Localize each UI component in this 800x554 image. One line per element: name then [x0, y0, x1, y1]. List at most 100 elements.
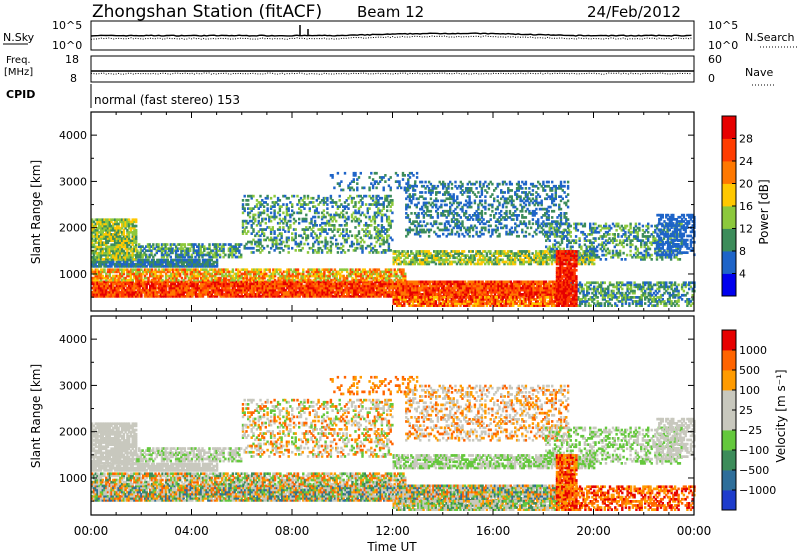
power-cell	[237, 268, 240, 272]
power-cell	[150, 282, 154, 286]
power-cell	[398, 282, 402, 286]
power-cell	[92, 258, 96, 261]
power-cell	[277, 293, 280, 296]
power-cell	[149, 270, 152, 274]
power-cell	[346, 282, 349, 286]
power-cell	[240, 276, 243, 280]
power-cell	[288, 272, 291, 276]
power-cell	[428, 293, 432, 296]
power-cell	[331, 282, 335, 286]
power-cell	[101, 235, 104, 238]
power-cell	[193, 270, 196, 274]
power-cell	[240, 288, 243, 292]
power-cell	[370, 270, 373, 274]
power-cell	[266, 194, 269, 198]
power-cell	[275, 280, 279, 284]
power-cell	[477, 286, 481, 290]
power-cell	[214, 274, 217, 278]
power-cell	[337, 288, 340, 292]
power-cell	[465, 286, 468, 290]
power-cell	[451, 286, 454, 290]
power-cell	[425, 282, 428, 286]
power-cell	[537, 284, 541, 288]
power-cell	[333, 284, 337, 288]
power-cell	[383, 295, 386, 298]
power-cell	[273, 278, 277, 282]
power-cell	[284, 276, 287, 280]
power-cell	[448, 288, 451, 292]
power-cell	[316, 288, 319, 292]
power-cell	[136, 272, 140, 276]
power-cell	[411, 290, 414, 294]
power-cell	[138, 260, 141, 264]
power-cell	[103, 224, 106, 228]
power-cell	[161, 268, 164, 272]
power-cell	[157, 278, 161, 282]
power-cell	[96, 274, 99, 278]
power-cell	[113, 274, 117, 278]
power-cell	[212, 284, 215, 288]
power-cell	[548, 280, 551, 284]
power-cell	[550, 284, 553, 288]
power-cell	[323, 282, 326, 286]
power-cell	[349, 270, 352, 274]
power-cell	[108, 274, 111, 278]
power-cell	[261, 278, 264, 282]
power-cell	[103, 218, 106, 222]
power-cell	[375, 284, 379, 288]
power-cell	[171, 258, 175, 262]
power-cell	[205, 260, 208, 264]
power-cell	[407, 284, 410, 288]
power-cell	[365, 280, 368, 284]
power-cell	[133, 286, 136, 290]
power-cell	[99, 233, 103, 236]
power-cell	[177, 278, 180, 282]
power-cell	[135, 286, 138, 290]
power-cell	[309, 280, 312, 284]
power-cell	[112, 249, 115, 253]
power-cell	[94, 276, 97, 280]
power-cell	[156, 280, 159, 284]
power-cell	[302, 295, 305, 298]
power-cell	[164, 290, 168, 294]
power-cell	[152, 280, 155, 284]
power-cell	[177, 280, 180, 284]
power-cell	[451, 288, 454, 292]
power-cell	[293, 270, 296, 274]
power-cell	[247, 282, 250, 286]
power-cell	[368, 230, 371, 233]
power-cell	[110, 258, 113, 262]
power-cell	[157, 286, 161, 290]
power-cell	[504, 293, 507, 296]
power-cell	[416, 282, 419, 286]
power-cell	[106, 239, 110, 242]
power-cell	[198, 295, 201, 298]
power-cell	[386, 290, 389, 294]
power-cell	[377, 251, 380, 254]
power-cell	[198, 290, 201, 294]
power-cell	[411, 288, 414, 292]
power-cell	[363, 268, 366, 272]
power-cell	[101, 222, 104, 226]
power-cell	[249, 293, 252, 296]
power-cell	[189, 265, 192, 268]
power-cell	[275, 270, 279, 274]
power-cell	[240, 280, 243, 284]
power-cell	[96, 272, 99, 276]
power-cell	[453, 284, 456, 288]
power-cell	[219, 290, 222, 294]
power-cell	[353, 270, 356, 274]
power-cell	[103, 228, 106, 232]
power-cell	[138, 295, 141, 298]
power-cell	[310, 286, 314, 290]
power-cell	[346, 293, 349, 296]
power-cell	[194, 280, 198, 284]
power-cell	[520, 288, 523, 292]
power-cell	[105, 230, 108, 234]
power-cell	[479, 293, 483, 296]
power-cell	[186, 282, 189, 286]
power-cell	[245, 226, 248, 229]
power-cell	[414, 293, 417, 296]
power-cell	[273, 268, 277, 272]
